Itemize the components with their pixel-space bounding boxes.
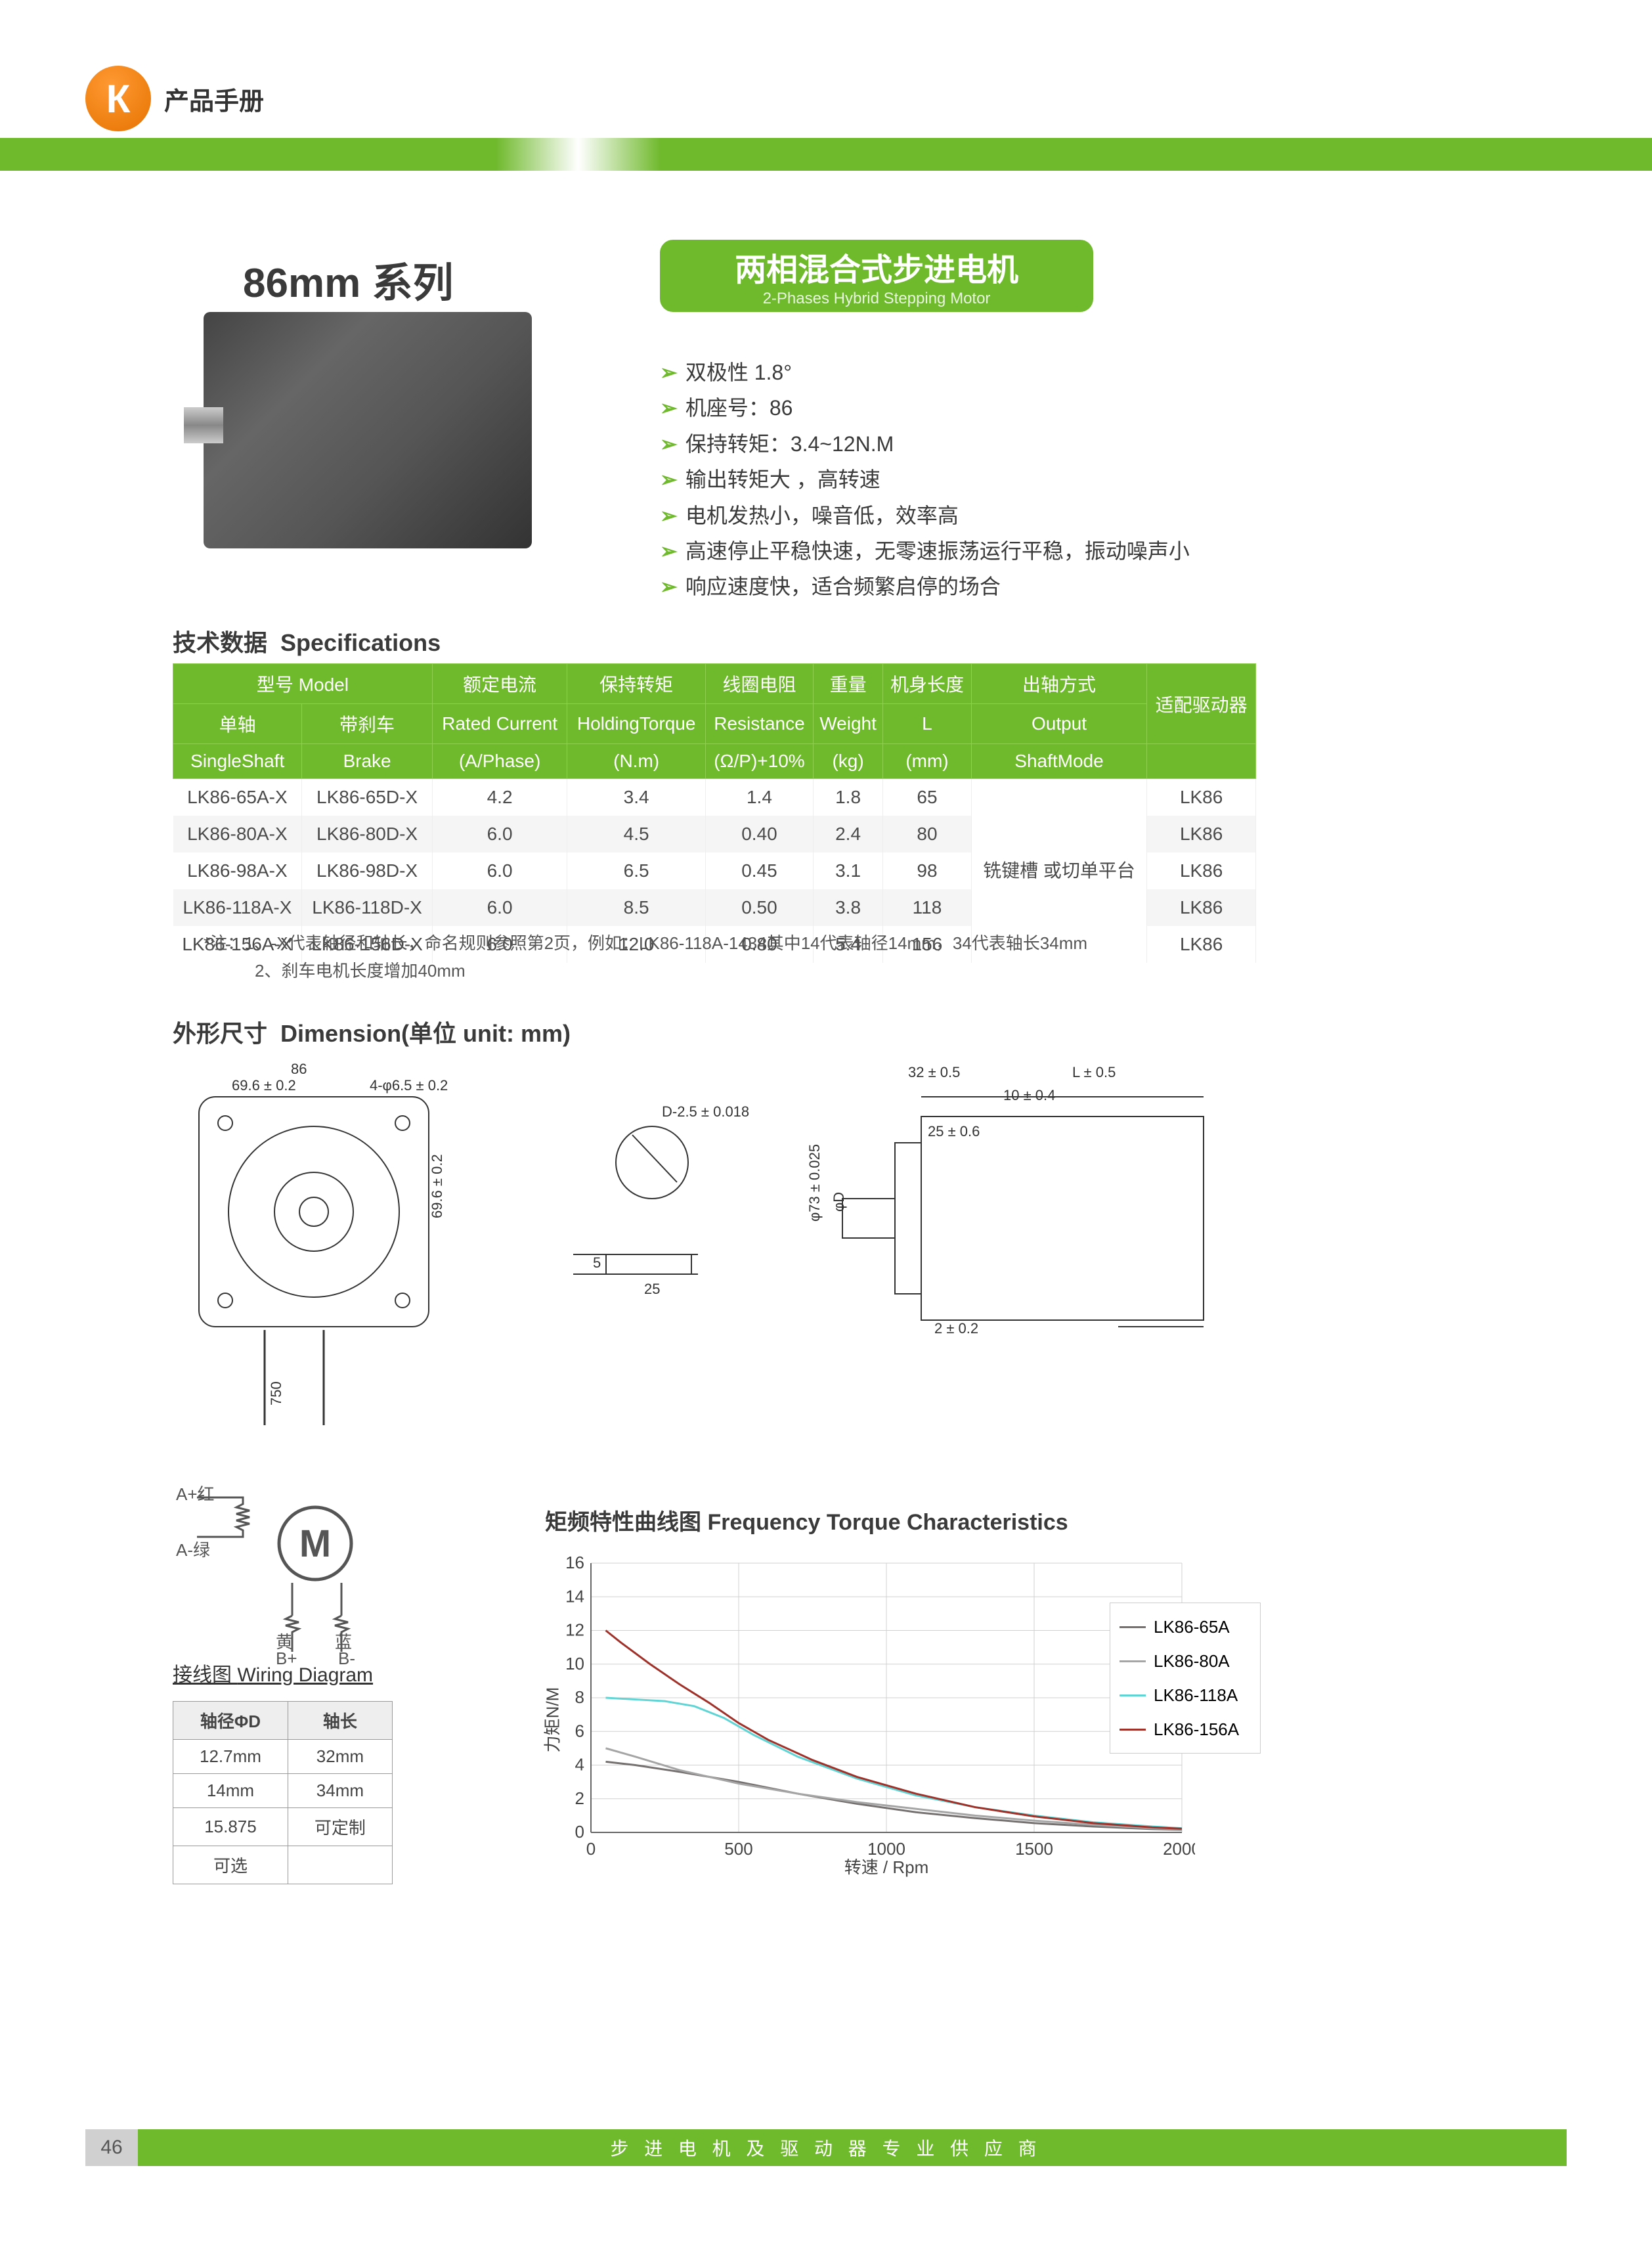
svg-text:69.6 ± 0.2: 69.6 ± 0.2: [232, 1077, 296, 1094]
spec-section-head: 技术数据 Specifications: [173, 624, 441, 658]
torque-chart: 0 2 4 6 8 10 12 14 16 0 500 1000 1500 2000 转速 / Rpm: [545, 1550, 1195, 1878]
svg-text:0: 0: [575, 1822, 584, 1842]
svg-text:69.6 ± 0.2: 69.6 ± 0.2: [429, 1154, 445, 1218]
feature-item: 响应速度快，适合频繁启停的场合: [660, 569, 1190, 604]
svg-text:1500: 1500: [1015, 1839, 1053, 1859]
footer-bar: 步 进 电 机 及 驱 动 器 专 业 供 应 商: [85, 2129, 1567, 2166]
wiring-diagram: M: [184, 1484, 427, 1671]
wiring-title: 接线图 Wiring Diagram: [173, 1658, 373, 1687]
motor-photo: [204, 312, 532, 548]
feature-item: 输出转矩大 ，高转速: [660, 462, 1190, 497]
spec-table: 型号 Model 额定电流 保持转矩 线圈电阻 重量 机身长度 出轴方式 适配驱…: [173, 663, 1256, 963]
dimension-drawings: 86 69.6 ± 0.2 4-φ6.5 ± 0.2 69.6 ± 0.2 75…: [173, 1051, 1256, 1438]
svg-text:转速 / Rpm: 转速 / Rpm: [844, 1857, 929, 1877]
feature-item: 机座号：86: [660, 390, 1190, 426]
wire-a-pos: A+红: [176, 1481, 215, 1505]
svg-text:1000: 1000: [867, 1839, 905, 1859]
motor-shaft: [184, 407, 223, 443]
svg-text:φD: φD: [831, 1192, 847, 1212]
wire-a-neg: A-绿: [176, 1537, 210, 1561]
feature-item: 双极性 1.8°: [660, 355, 1190, 390]
svg-text:6: 6: [575, 1721, 584, 1740]
chart-legend: LK86-65ALK86-80ALK86-118ALK86-156A: [1110, 1603, 1261, 1754]
svg-text:2000: 2000: [1163, 1839, 1195, 1859]
header-decoration: [0, 138, 1652, 171]
series-title: 86mm 系列: [243, 250, 453, 309]
badge-en: 2-Phases Hybrid Stepping Motor: [763, 290, 991, 308]
svg-text:8: 8: [575, 1687, 584, 1707]
svg-text:12: 12: [565, 1620, 584, 1640]
svg-text:500: 500: [724, 1839, 752, 1859]
svg-text:10: 10: [565, 1654, 584, 1673]
chart-ylabel: 力矩N/M: [539, 1687, 563, 1753]
feature-item: 高速停止平稳快速，无零速振荡运行平稳，振动噪声小: [660, 533, 1190, 569]
logo-icon: К: [85, 66, 151, 131]
feature-item: 保持转矩：3.4~12N.M: [660, 426, 1190, 462]
svg-text:5: 5: [593, 1254, 601, 1271]
svg-text:4-φ6.5 ± 0.2: 4-φ6.5 ± 0.2: [370, 1077, 448, 1094]
svg-text:25: 25: [644, 1281, 660, 1297]
svg-text:750: 750: [268, 1381, 284, 1406]
dimension-section-head: 外形尺寸 Dimension(单位 unit: mm): [173, 1015, 571, 1049]
svg-text:2: 2: [575, 1788, 584, 1808]
product-title-badge: 两相混合式步进电机 2-Phases Hybrid Stepping Motor: [660, 240, 1093, 312]
badge-cn: 两相混合式步进电机: [735, 244, 1018, 290]
feature-list: 双极性 1.8° 机座号：86 保持转矩：3.4~12N.M 输出转矩大 ，高转…: [660, 355, 1190, 605]
svg-text:86: 86: [291, 1061, 307, 1077]
svg-text:4: 4: [575, 1755, 584, 1775]
svg-text:16: 16: [565, 1553, 584, 1572]
manual-title: 产品手册: [164, 81, 264, 117]
spec-notes: *注：1、-X代表轴径和轴长，命名规则参照第2页，例如：LK86-118A-14…: [204, 930, 1087, 985]
svg-text:0: 0: [586, 1839, 596, 1859]
feature-item: 电机发热小，噪音低，效率高: [660, 498, 1190, 533]
page-number: 46: [85, 2129, 138, 2166]
svg-text:32 ± 0.5: 32 ± 0.5: [908, 1064, 960, 1080]
svg-text:L ± 0.5: L ± 0.5: [1072, 1064, 1116, 1080]
shaft-table: 轴径ΦD 轴长 12.7mm32mm14mm34mm15.875可定制可选: [173, 1701, 393, 1884]
svg-text:φ73 ± 0.025: φ73 ± 0.025: [806, 1144, 823, 1222]
svg-text:14: 14: [565, 1586, 584, 1606]
svg-text:D-2.5 ± 0.018: D-2.5 ± 0.018: [662, 1103, 749, 1120]
svg-text:25 ± 0.6: 25 ± 0.6: [928, 1123, 980, 1140]
svg-text:10 ± 0.4: 10 ± 0.4: [1003, 1087, 1055, 1103]
chart-title: 矩频特性曲线图 Frequency Torque Characteristics: [545, 1504, 1068, 1536]
svg-text:2 ± 0.2: 2 ± 0.2: [934, 1320, 978, 1337]
svg-text:M: M: [299, 1522, 331, 1565]
